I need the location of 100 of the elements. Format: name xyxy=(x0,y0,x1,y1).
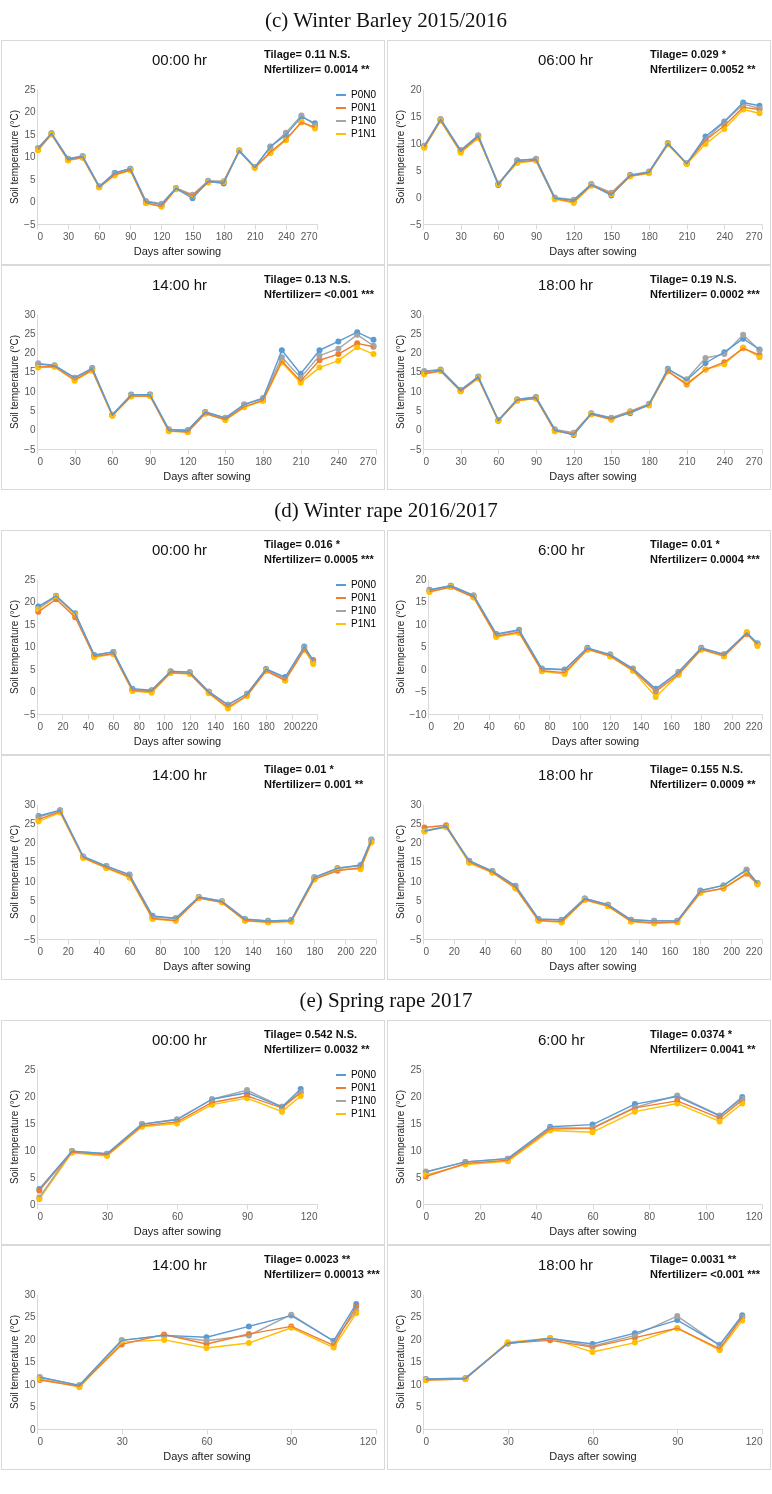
y-tick-label: 20 xyxy=(24,596,36,607)
y-tick-label: 20 xyxy=(24,1333,36,1345)
x-tick-label: 30 xyxy=(502,1435,515,1447)
y-tick-label: 20 xyxy=(24,347,36,359)
text: Tilage= 0.13 N.S. xyxy=(264,272,352,287)
x-axis-title: Days after sowing xyxy=(549,959,637,972)
y-tick-label: 15 xyxy=(24,856,36,868)
x-tick-label: 90 xyxy=(286,1435,298,1447)
y-tick-label: −5 xyxy=(24,708,36,720)
text: Tilage= 0.19 N.S. xyxy=(650,272,738,287)
y-tick-label: 10 xyxy=(410,875,422,887)
x-axis-title: Days after sowing xyxy=(551,734,640,747)
y-tick-label: −5 xyxy=(24,443,36,455)
x-tick-label: 60 xyxy=(201,1435,213,1447)
y-tick-label: 15 xyxy=(415,596,427,607)
text: Nfertilizer= 0.0032 ** xyxy=(264,1042,370,1057)
x-tick-label: 20 xyxy=(62,945,75,957)
y-tick-label: 5 xyxy=(415,404,422,416)
x-tick-label: 100 xyxy=(156,720,174,732)
y-axis-title: Soil temperature (°C) xyxy=(9,599,21,695)
text: Tilage= 0.01 * xyxy=(650,537,721,552)
x-tick-label: 30 xyxy=(63,230,75,242)
x-tick-label: 100 xyxy=(571,720,590,732)
x-tick-label: 150 xyxy=(184,230,202,242)
x-tick-label: 60 xyxy=(107,455,119,467)
y-tick-label: 30 xyxy=(24,798,36,810)
y-tick-label: 5 xyxy=(415,164,422,176)
x-tick-label: 80 xyxy=(133,720,146,732)
x-tick-label: 160 xyxy=(232,720,250,732)
x-tick-label: 60 xyxy=(108,720,120,732)
x-tick-label: 80 xyxy=(643,1210,656,1222)
y-tick-label: 20 xyxy=(410,83,422,95)
x-axis-title: Days after sowing xyxy=(163,469,251,482)
x-tick-label: 120 xyxy=(214,945,232,957)
y-tick-label: 15 xyxy=(410,1117,422,1129)
text: Nfertilizer= 0.0002 *** xyxy=(650,287,760,302)
text: (c) Winter Barley 2015/2016 xyxy=(264,7,508,34)
y-tick-label: 0 xyxy=(415,1423,422,1435)
y-tick-label: 0 xyxy=(415,1198,422,1210)
chart-title: 6:00 hr xyxy=(538,541,585,558)
y-tick-label: 0 xyxy=(29,196,36,207)
x-tick-label: 100 xyxy=(569,945,587,957)
x-tick-label: 60 xyxy=(124,945,136,957)
chart-title: 14:00 hr xyxy=(152,276,208,293)
x-tick-label: 180 xyxy=(215,230,233,242)
x-tick-label: 0 xyxy=(37,945,44,957)
text: (e) Spring rape 2017 xyxy=(298,987,474,1014)
legend-label: P1N0 xyxy=(351,115,377,126)
legend-label: P0N1 xyxy=(351,102,377,113)
y-tick-label: 5 xyxy=(415,1171,422,1183)
x-tick-label: 20 xyxy=(57,720,69,732)
y-tick-label: 10 xyxy=(24,1378,36,1390)
chart-title: 14:00 hr xyxy=(152,1256,208,1273)
y-tick-label: −5 xyxy=(24,933,36,945)
y-tick-label: 15 xyxy=(410,110,422,122)
x-tick-label: 0 xyxy=(37,1210,44,1222)
x-tick-label: 60 xyxy=(171,1210,184,1222)
text: Nfertilizer= 0.0009 ** xyxy=(650,777,756,792)
y-axis-title: Soil temperature (°C) xyxy=(395,109,407,205)
x-tick-label: 100 xyxy=(183,945,201,957)
x-tick-label: 60 xyxy=(510,945,522,957)
x-tick-label: 40 xyxy=(82,720,95,732)
x-tick-label: 60 xyxy=(587,1210,599,1222)
y-tick-label: 0 xyxy=(29,914,36,926)
x-tick-label: 120 xyxy=(565,455,583,467)
chart-title: 14:00 hr xyxy=(152,766,208,783)
legend-label: P0N0 xyxy=(351,579,377,590)
text: Nfertilizer= 0.0052 ** xyxy=(650,62,756,77)
x-tick-label: 160 xyxy=(275,945,293,957)
y-tick-label: 10 xyxy=(415,618,427,630)
x-tick-label: 200 xyxy=(337,945,355,957)
x-tick-label: 150 xyxy=(217,455,235,467)
x-axis-title: Days after sowing xyxy=(163,1449,251,1462)
y-tick-label: −5 xyxy=(410,218,422,230)
x-tick-label: 220 xyxy=(745,945,763,957)
x-tick-label: 20 xyxy=(448,945,461,957)
y-tick-label: 20 xyxy=(24,1090,36,1102)
y-tick-label: 5 xyxy=(29,173,36,185)
chart-title: 00:00 hr xyxy=(152,51,208,68)
x-axis-title: Days after sowing xyxy=(549,244,637,257)
y-tick-label: 25 xyxy=(24,573,36,585)
text: Nfertilizer= <0.001 *** xyxy=(264,287,375,302)
y-tick-label: 20 xyxy=(410,1333,422,1345)
y-tick-label: 20 xyxy=(24,106,36,117)
x-tick-label: 270 xyxy=(745,455,763,467)
text: Tilage= 0.0374 * xyxy=(650,1027,734,1042)
y-axis-title: Soil temperature (°C) xyxy=(394,599,406,695)
chart-title: 18:00 hr xyxy=(538,276,594,293)
y-tick-label: 10 xyxy=(410,137,422,149)
text: Nfertilizer= 0.001 ** xyxy=(264,777,364,792)
y-tick-label: 20 xyxy=(410,347,422,359)
x-axis-title: Days after sowing xyxy=(549,469,637,482)
x-tick-label: 120 xyxy=(181,720,200,732)
x-tick-label: 200 xyxy=(723,945,741,957)
x-tick-label: 0 xyxy=(37,230,44,242)
x-tick-label: 180 xyxy=(306,945,324,957)
legend-label: P0N1 xyxy=(351,592,377,603)
y-tick-label: 10 xyxy=(24,385,36,397)
x-tick-label: 180 xyxy=(255,455,273,467)
x-tick-label: 30 xyxy=(69,455,82,467)
